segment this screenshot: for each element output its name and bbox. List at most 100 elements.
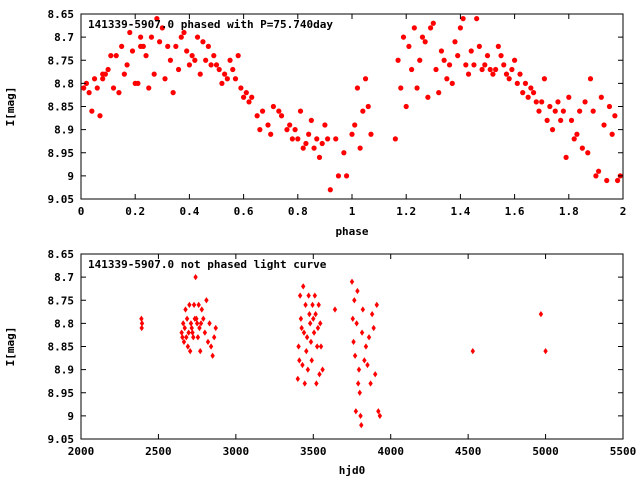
data-point — [322, 122, 328, 128]
data-point — [156, 39, 163, 45]
data-point — [284, 127, 290, 133]
data-point — [213, 62, 220, 68]
data-point — [127, 29, 133, 36]
data-point — [612, 113, 618, 119]
data-point — [303, 301, 308, 308]
data-point — [113, 53, 119, 59]
data-point — [417, 57, 423, 63]
data-point — [601, 122, 607, 128]
data-point — [265, 122, 271, 128]
data-point — [297, 292, 303, 299]
unphased-x-axis-label: hjd0 — [339, 464, 366, 477]
data-point — [308, 117, 314, 123]
data-point — [474, 16, 480, 22]
data-point — [315, 324, 321, 332]
data-point — [203, 57, 209, 63]
data-point — [455, 53, 461, 59]
data-point — [121, 71, 127, 77]
data-point — [167, 57, 174, 63]
data-point — [566, 94, 572, 100]
data-point — [355, 287, 360, 295]
data-point — [541, 76, 548, 82]
data-point — [189, 53, 195, 59]
unphased-x-ticks: 2000 2500 3000 3500 4000 4500 5000 5500 — [68, 254, 637, 458]
data-point — [205, 43, 211, 49]
data-point — [208, 62, 214, 68]
data-point — [196, 301, 201, 308]
phased-data-points — [81, 16, 623, 193]
phased-x-axis-label: phase — [335, 225, 368, 238]
data-point — [97, 113, 103, 119]
data-point — [596, 168, 602, 174]
data-point — [349, 278, 355, 285]
unphased-plot-title: 141339-5907.0 not phased light curve — [88, 258, 327, 271]
data-point — [270, 103, 277, 110]
data-point — [205, 338, 211, 345]
data-point — [427, 25, 434, 31]
data-point — [219, 80, 225, 86]
data-point — [100, 76, 106, 82]
data-point — [289, 136, 295, 142]
data-point — [369, 311, 375, 318]
data-point — [360, 108, 366, 114]
unphased-y-ticks: 8.65 8.7 8.75 8.8 8.85 8.9 8.95 9 9.05 — [48, 248, 623, 446]
data-point — [398, 85, 404, 91]
data-point — [614, 177, 621, 184]
data-point — [148, 34, 155, 40]
data-point — [533, 99, 539, 105]
data-point — [199, 306, 204, 313]
data-point — [590, 108, 596, 114]
y-tick-label: 8.7 — [54, 31, 74, 44]
data-point — [193, 274, 198, 281]
y-tick-label: 8.9 — [54, 364, 74, 377]
data-point — [187, 301, 192, 308]
data-point — [246, 99, 252, 105]
y-tick-label: 8.8 — [54, 77, 74, 90]
data-point — [307, 311, 312, 318]
data-point — [181, 320, 186, 327]
data-point — [493, 66, 499, 73]
data-point — [316, 154, 323, 160]
phased-y-axis-label: I[mag] — [4, 87, 17, 127]
y-tick-label: 8.85 — [48, 341, 75, 354]
x-tick-label: 0.8 — [288, 205, 308, 218]
unphased-y-axis-label: I[mag] — [4, 327, 17, 367]
data-point — [194, 34, 201, 40]
data-point — [91, 76, 98, 82]
x-tick-label: 1 — [349, 205, 356, 218]
data-point — [140, 43, 146, 49]
data-point — [187, 348, 193, 355]
data-point — [210, 352, 215, 359]
data-point — [425, 94, 431, 100]
data-point — [463, 62, 469, 68]
data-point — [110, 85, 117, 91]
data-point — [358, 412, 363, 419]
data-point — [606, 103, 613, 110]
data-point — [317, 371, 322, 378]
data-point — [495, 43, 501, 49]
x-tick-label: 5500 — [610, 445, 637, 458]
data-point — [139, 315, 144, 322]
data-point — [312, 292, 318, 299]
data-point — [89, 108, 95, 114]
data-point — [186, 62, 192, 68]
data-point — [208, 343, 214, 350]
data-point — [441, 57, 447, 63]
data-point — [213, 324, 218, 332]
x-tick-label: 0.2 — [125, 205, 145, 218]
data-point — [374, 301, 379, 308]
y-tick-label: 9.05 — [48, 433, 75, 446]
y-tick-label: 8.7 — [54, 271, 74, 284]
data-point — [403, 103, 409, 110]
data-point — [300, 361, 305, 369]
data-point — [314, 343, 320, 350]
data-point — [430, 20, 436, 26]
data-point — [517, 71, 523, 77]
data-point — [609, 131, 615, 137]
data-point — [287, 122, 293, 128]
data-point — [422, 39, 428, 45]
data-point — [373, 371, 378, 378]
data-point — [184, 315, 190, 322]
data-point — [185, 343, 191, 350]
data-point — [359, 422, 364, 429]
